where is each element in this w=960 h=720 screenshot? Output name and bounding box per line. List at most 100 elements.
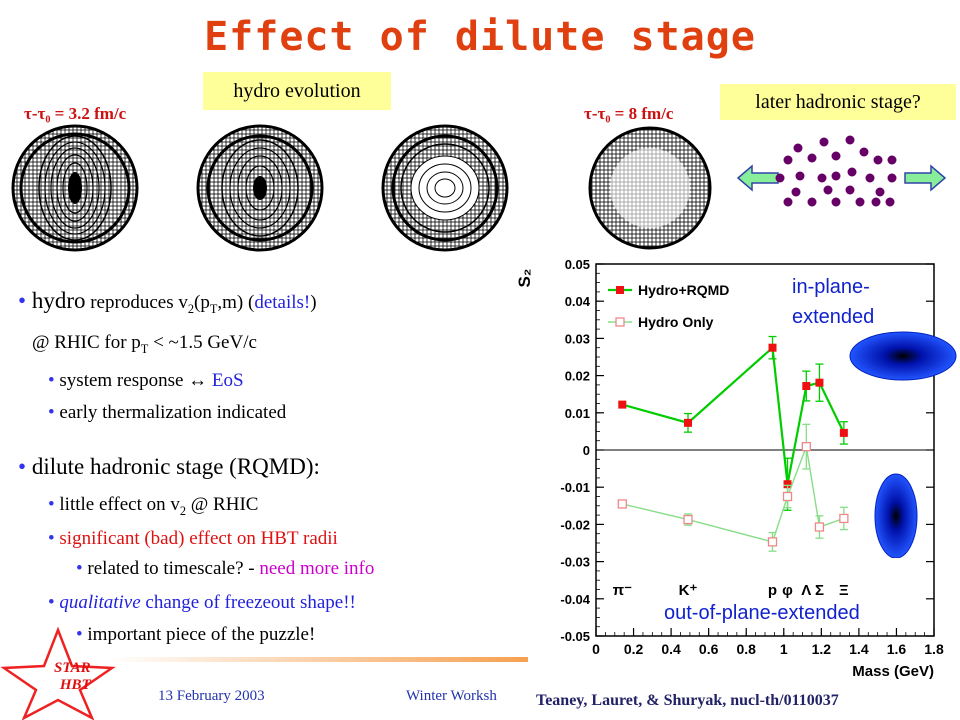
footer-date: 13 February 2003: [158, 688, 265, 704]
series-hydro-only: [617, 423, 849, 552]
bullet-hydro-word: hydro: [31, 288, 86, 313]
bullet-dot: •: [18, 454, 27, 479]
bullet-dot: •: [76, 558, 83, 579]
bullet-hydro-text: ): [310, 292, 317, 313]
data-point: [684, 418, 693, 427]
y-tick-label: 0.05: [565, 257, 590, 272]
x-tick-label: 1.8: [924, 641, 944, 657]
x-tick-label: 1.2: [812, 641, 832, 657]
particle-label: Ξ: [839, 582, 849, 599]
subscript: 2: [179, 503, 187, 518]
star-logo-line2: HBT: [59, 677, 91, 693]
y-tick-label: -0.03: [560, 555, 590, 570]
star-logo-text: STAR HBT: [54, 660, 91, 694]
y-tick-label: 0: [583, 443, 590, 458]
y-tick-label: 0.01: [565, 406, 590, 421]
hydro-panel-2: [196, 124, 324, 252]
data-point: [815, 378, 824, 387]
bullet-hbt-radii: • significant (bad) effect on HBT radii: [48, 528, 338, 550]
out-of-plane-shape-icon: [874, 473, 918, 558]
y-tick-label: 0.04: [565, 294, 591, 309]
star-logo-line1: STAR: [54, 660, 91, 676]
hydro-panel-4: [588, 126, 712, 250]
bullet-freezeout-shape: • qualitative change of freezeout shape!…: [48, 592, 356, 614]
bullet-hydro-text: ,m) (: [217, 292, 255, 313]
qualitative-text: qualitative: [59, 592, 141, 613]
out-of-plane-label: out-of-plane-extended: [664, 602, 860, 624]
data-point: [802, 382, 811, 391]
bullet-dot: •: [76, 624, 83, 645]
data-point: [839, 513, 849, 524]
bullet-dot: •: [48, 370, 55, 391]
particle-label: π⁻: [613, 582, 632, 599]
y-tick-label: 0.03: [565, 331, 590, 346]
hydro-panel-1: [11, 124, 139, 252]
s2-vs-mass-chart: 0.05 0.04 0.03 0.02 0.01 0 -0.01 -0.02 -0.03 -0.0…: [515, 257, 944, 680]
details-link-text: details!: [254, 292, 311, 313]
hydro-evolution-figure: [11, 124, 947, 252]
bullet-text: change of freezeout shape!!: [140, 592, 356, 613]
hydro-panel-3: [381, 124, 509, 252]
y-axis-label: S₂: [515, 269, 534, 288]
bullet-puzzle: • important piece of the puzzle!: [76, 624, 315, 646]
bullet-hydro-text: (p: [194, 292, 210, 313]
x-tick-label: 0.2: [624, 641, 644, 657]
bullet-dilute-stage: • dilute hadronic stage (RQMD):: [18, 454, 320, 480]
legend-marker: [616, 286, 624, 294]
data-point: [618, 400, 627, 409]
tau-label-left: τ-τ₀ = 3.2 fm/c: [24, 104, 127, 123]
bullet-text: @ RHIC: [186, 494, 259, 515]
series-line: [621, 345, 845, 485]
hydro-evolution-label: hydro evolution: [203, 72, 391, 110]
data-point: [683, 514, 693, 525]
bullet-hydro-line2: @ RHIC for pT < ~1.5 GeV/c: [32, 332, 257, 357]
footer-workshop: Winter Worksh: [406, 688, 497, 704]
footer-gradient-bar: [108, 657, 528, 662]
need-more-info-text: need more info: [259, 558, 375, 579]
footer-reference: Teaney, Lauret, & Shuryak, nucl-th/01100…: [536, 692, 839, 709]
y-tick-label: -0.01: [560, 480, 590, 495]
legend-label: Hydro+RQMD: [638, 282, 729, 298]
bullet-dot: •: [48, 592, 55, 613]
later-hadronic-stage-label: later hadronic stage?: [720, 84, 956, 120]
in-plane-shape-icon: [849, 331, 957, 381]
x-tick-label: 0.8: [736, 641, 756, 657]
particle-label: φ: [782, 582, 793, 599]
x-tick-label: 0.4: [661, 641, 681, 657]
x-tick-label: 1.6: [887, 641, 907, 657]
y-tick-label: -0.04: [560, 592, 590, 607]
bullet-text: @ RHIC for p: [32, 332, 141, 353]
bullet-text: significant (bad) effect on HBT radii: [59, 528, 338, 549]
bullet-text: little effect on v: [59, 494, 180, 515]
series-hydro-rqmd: [618, 335, 848, 511]
eos-text: EoS: [207, 370, 244, 391]
bullet-text: < ~1.5 GeV/c: [148, 332, 257, 353]
double-arrow-icon: ↔: [188, 370, 208, 391]
data-point: [814, 522, 825, 532]
bullet-dot: •: [18, 288, 27, 313]
bullet-dot: •: [48, 494, 55, 515]
subscript: 2: [187, 301, 195, 316]
x-tick-label: 1: [780, 641, 788, 657]
bullet-little-effect: • little effect on v2 @ RHIC: [48, 494, 258, 519]
star-logo-icon: [0, 626, 116, 720]
x-axis-label: Mass (GeV): [852, 663, 934, 680]
tau-label-right: τ-τ₀ = 8 fm/c: [584, 104, 674, 123]
x-tick-label: 0: [592, 641, 600, 657]
subscript: T: [140, 341, 149, 356]
chart-series: [617, 335, 849, 552]
y-tick-label: -0.02: [560, 517, 590, 532]
bullet-dot: •: [48, 402, 55, 423]
legend-label: Hydro Only: [638, 314, 714, 330]
bullet-text: early thermalization indicated: [59, 402, 287, 423]
data-point: [801, 442, 811, 452]
chart-legend: Hydro+RQMD Hydro Only: [608, 282, 729, 330]
bullet-text: important piece of the puzzle!: [87, 624, 316, 645]
x-tick-label: 0.6: [699, 641, 719, 657]
data-point: [617, 499, 627, 509]
in-plane-label-1: in-plane-: [792, 276, 870, 298]
bullet-timescale: • related to timescale? - need more info: [76, 558, 374, 580]
data-point: [768, 343, 777, 352]
data-point: [767, 537, 778, 547]
bullet-text: dilute hadronic stage (RQMD):: [31, 454, 320, 479]
